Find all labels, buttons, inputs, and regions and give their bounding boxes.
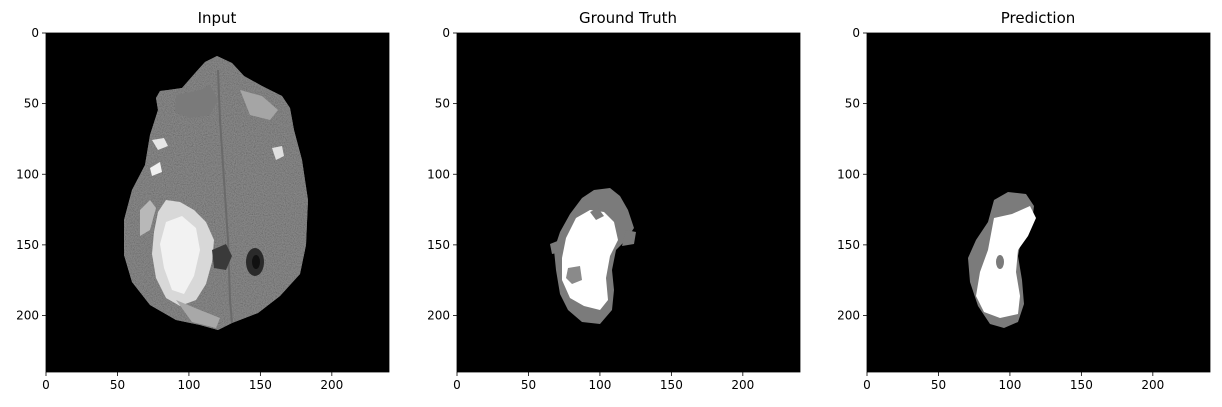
edema-fringe <box>622 230 636 246</box>
segmentation-mask-image <box>968 192 1036 328</box>
y-tick-label: 200 <box>837 309 860 323</box>
segmentation-mask-image <box>550 188 636 324</box>
y-tick-label: 50 <box>24 97 39 111</box>
y-tick-label: 0 <box>31 26 39 40</box>
tumor-core-region <box>562 210 618 310</box>
x-tick-label: 100 <box>177 378 200 392</box>
x-tick-label: 100 <box>588 378 611 392</box>
image-background <box>457 33 800 372</box>
x-tick-label: 200 <box>731 378 754 392</box>
y-tick-label: 150 <box>16 238 39 252</box>
x-tick-label: 50 <box>110 378 125 392</box>
bright-spot-left <box>150 162 162 176</box>
panel-prediction: Prediction <box>866 9 1211 373</box>
axes-frame <box>45 32 390 373</box>
mri-slice-image <box>124 56 308 330</box>
y-tick-label: 0 <box>442 26 450 40</box>
y-tick-label: 0 <box>852 26 860 40</box>
y-tick-label: 100 <box>837 167 860 181</box>
bright-spot-right <box>272 146 284 160</box>
x-tick-label: 100 <box>998 378 1021 392</box>
y-tick-label: 150 <box>427 238 450 252</box>
x-tick-label: 50 <box>931 378 946 392</box>
panel-title: Input <box>198 9 237 27</box>
x-tick-label: 0 <box>453 378 461 392</box>
panel-ground-truth: Ground Truth <box>456 9 801 373</box>
ventricle-center <box>212 244 232 270</box>
x-tick-label: 200 <box>320 378 343 392</box>
y-tick-label: 100 <box>16 167 39 181</box>
x-tick-label: 150 <box>249 378 272 392</box>
bright-spot-top <box>152 138 168 150</box>
y-tick-label: 50 <box>845 97 860 111</box>
x-tick-label: 150 <box>660 378 683 392</box>
y-tick-label: 100 <box>427 167 450 181</box>
y-tick-label: 200 <box>16 309 39 323</box>
left-frontal-dark <box>175 85 218 118</box>
axes-frame <box>866 32 1211 373</box>
axis-ticks: 0 50 100 150 200 0 50 100 150 200 0 50 100 150 200 0 50 1… <box>16 26 1164 392</box>
axes-frame <box>456 32 801 373</box>
x-tick-label: 200 <box>1141 378 1164 392</box>
right-frontal <box>240 90 278 120</box>
tumor-core <box>160 216 200 294</box>
tumor-core-region <box>976 206 1036 318</box>
bottom-lobe-shade <box>176 300 220 328</box>
image-background <box>867 33 1210 372</box>
core-hole <box>996 255 1004 269</box>
panel-input: Input <box>45 9 390 373</box>
core-speckle <box>566 266 582 284</box>
panel-title: Prediction <box>1001 9 1076 27</box>
x-tick-label: 150 <box>1070 378 1093 392</box>
x-tick-label: 0 <box>42 378 50 392</box>
core-hole <box>590 208 604 220</box>
ventricle-right-inner <box>252 255 260 269</box>
panel-title: Ground Truth <box>579 9 677 27</box>
y-tick-label: 150 <box>837 238 860 252</box>
x-tick-label: 0 <box>863 378 871 392</box>
midline <box>217 69 233 324</box>
y-tick-label: 200 <box>427 309 450 323</box>
edema-fringe-left <box>550 240 562 254</box>
tumor-edge-left <box>140 200 156 236</box>
x-tick-label: 50 <box>521 378 536 392</box>
y-tick-label: 50 <box>435 97 450 111</box>
